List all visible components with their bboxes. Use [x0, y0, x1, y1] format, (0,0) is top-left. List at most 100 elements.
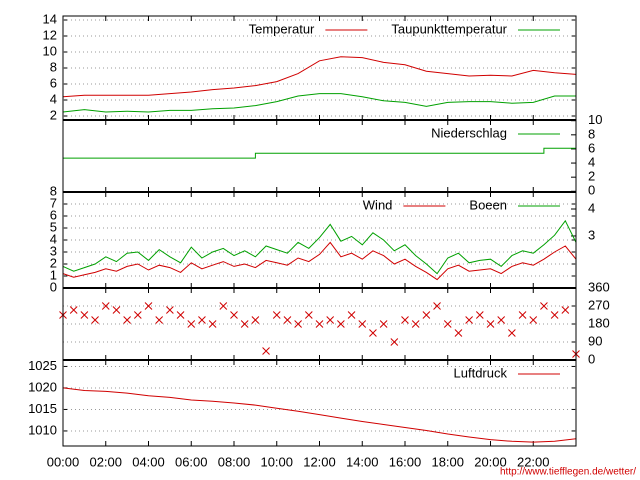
- data-line: [62, 219, 577, 275]
- data-point: [561, 306, 570, 314]
- x-tick-label: 10:00: [260, 454, 293, 469]
- y2-tick-label: 270: [588, 297, 610, 312]
- y-tick-label: 4: [50, 91, 57, 106]
- y2-tick-label: 2: [588, 169, 595, 184]
- data-point: [358, 320, 367, 328]
- data-point: [262, 347, 270, 355]
- y-tick-label: 6: [50, 75, 57, 90]
- data-point: [337, 320, 345, 328]
- y-tick-label: 1010: [28, 422, 57, 437]
- data-point: [540, 302, 548, 310]
- y2-tick-label: 4: [588, 200, 595, 215]
- x-tick-label: 20:00: [474, 454, 507, 469]
- y-tick-label: 2: [50, 107, 57, 122]
- data-line: [63, 147, 576, 159]
- y2-tick-label: 4: [588, 154, 595, 169]
- x-tick-label: 18:00: [431, 454, 464, 469]
- data-point: [80, 311, 89, 319]
- y-tick-label: 0: [50, 279, 57, 294]
- y2-tick-label: 360: [588, 279, 610, 294]
- data-point: [401, 316, 409, 324]
- legend-label: Luftdruck: [454, 365, 508, 380]
- data-line: [62, 241, 577, 281]
- y-tick-label: 8: [50, 59, 57, 74]
- data-point: [155, 316, 164, 324]
- data-point: [497, 316, 506, 324]
- data-point: [433, 302, 441, 310]
- y2-tick-label: 6: [588, 140, 595, 155]
- data-point: [465, 316, 473, 324]
- y-tick-label: 6: [50, 207, 57, 222]
- y2-tick-label: 3: [588, 227, 595, 242]
- data-point: [198, 316, 206, 324]
- data-point: [240, 320, 249, 328]
- data-point: [422, 311, 431, 319]
- y-tick-label: 14: [43, 11, 57, 26]
- data-point: [187, 320, 196, 328]
- y-tick-label: 1025: [28, 358, 57, 373]
- data-point: [550, 311, 559, 319]
- y-tick-label: 8: [50, 183, 57, 198]
- legend-label: Temperatur: [249, 21, 315, 36]
- y2-tick-label: 0: [588, 183, 595, 198]
- data-point: [508, 329, 516, 337]
- x-tick-label: 02:00: [89, 454, 122, 469]
- x-tick-label: 22:00: [517, 454, 550, 469]
- data-point: [315, 320, 324, 328]
- legend-label: Wind: [363, 197, 393, 212]
- data-line: [62, 387, 577, 443]
- data-point: [133, 311, 142, 319]
- data-point: [112, 306, 121, 314]
- source-url: http://www.tiefflegen.de/wetter/: [500, 467, 636, 478]
- data-point: [486, 320, 495, 328]
- data-point: [283, 316, 292, 324]
- data-point: [390, 338, 399, 346]
- x-tick-label: 16:00: [389, 454, 422, 469]
- x-tick-label: 00:00: [47, 454, 80, 469]
- data-point: [294, 320, 302, 328]
- data-point: [326, 316, 335, 324]
- legend-label: Taupunkttemperatur: [391, 21, 507, 36]
- data-point: [529, 316, 538, 324]
- y2-tick-label: 90: [588, 333, 602, 348]
- y-tick-label: 1: [50, 267, 57, 282]
- data-point: [101, 302, 110, 310]
- data-line: [62, 56, 577, 98]
- data-point: [230, 311, 238, 319]
- data-point: [251, 316, 260, 324]
- data-point: [369, 329, 377, 337]
- data-point: [475, 311, 484, 319]
- data-point: [166, 306, 174, 314]
- data-point: [443, 320, 452, 328]
- data-point: [176, 311, 185, 319]
- y-tick-label: 7: [50, 195, 57, 210]
- legend-label: Niederschlag: [431, 125, 507, 140]
- data-point: [379, 320, 388, 328]
- data-point: [144, 302, 153, 310]
- y-tick-label: 12: [43, 27, 57, 42]
- y-tick-label: 3: [50, 243, 57, 258]
- y-tick-label: 5: [50, 219, 57, 234]
- data-point: [304, 311, 313, 319]
- legend-label: Boeen: [469, 197, 507, 212]
- y2-tick-label: 180: [588, 315, 610, 330]
- data-point: [91, 316, 99, 324]
- data-point: [411, 320, 420, 328]
- data-point: [208, 320, 217, 328]
- y-tick-label: 2: [50, 255, 57, 270]
- data-point: [518, 311, 527, 319]
- y2-tick-label: 0: [588, 351, 595, 366]
- x-tick-label: 12:00: [303, 454, 336, 469]
- data-point: [454, 329, 463, 337]
- data-point: [69, 306, 78, 314]
- data-point: [123, 316, 131, 324]
- data-point: [347, 311, 356, 319]
- y-tick-label: 10: [43, 43, 57, 58]
- data-line: [62, 93, 576, 113]
- y-tick-label: 4: [50, 231, 57, 246]
- x-tick-label: 04:00: [132, 454, 165, 469]
- y2-tick-label: 10: [588, 112, 602, 127]
- x-tick-label: 08:00: [218, 454, 251, 469]
